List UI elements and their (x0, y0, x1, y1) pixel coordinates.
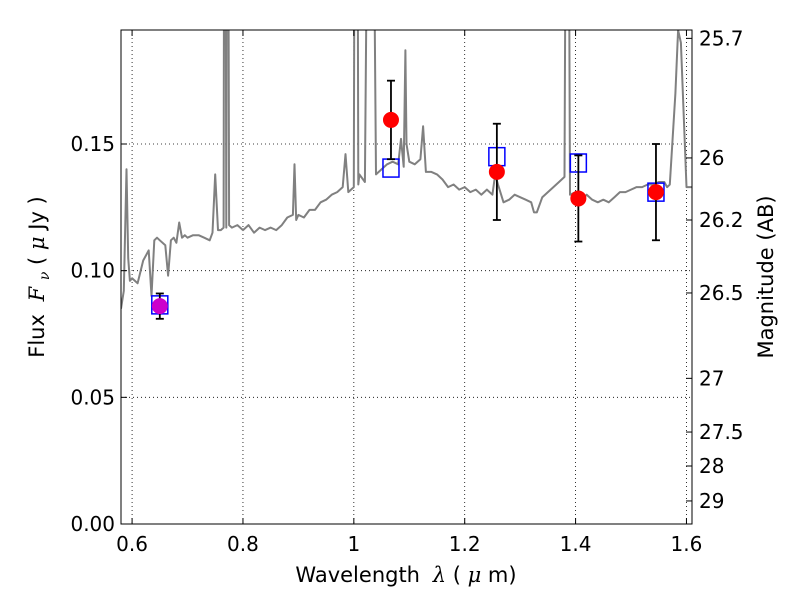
right-tick-label: 26.2 (699, 208, 744, 232)
y-axis-label: Flux F ν ( μ Jy ) (25, 196, 54, 358)
x-axis-label-unit-close: m) (488, 563, 517, 587)
right-tick-label: 27 (699, 366, 724, 390)
y-axis-label-subscript: ν (37, 271, 53, 280)
right-tick-label: 28 (699, 454, 724, 478)
y-axis-label-unit-open: ( (25, 250, 49, 265)
y-axis-label-unit-close: Jy ) (25, 196, 49, 232)
right-tick-label: 29 (699, 489, 724, 513)
y-tick-label: 0.05 (70, 385, 115, 409)
y-axis-label-unit-mu: μ (25, 236, 49, 250)
observed-flux-point (570, 190, 587, 207)
x-tick-label: 1.2 (449, 532, 481, 556)
right-axis-label: Magnitude (AB) (754, 195, 778, 358)
right-tick-label: 25.7 (699, 26, 744, 50)
right-tick-label: 26.5 (699, 281, 744, 305)
x-tick-label: 1.6 (671, 532, 703, 556)
y-tick-label: 0.15 (70, 132, 115, 156)
right-tick-label: 26 (699, 146, 724, 170)
y-axis-label-symbol: F (25, 285, 49, 302)
observed-flux-point (647, 184, 664, 201)
x-tick-label: 0.6 (116, 532, 148, 556)
error-bars (151, 79, 664, 320)
right-tick-label: 27.5 (699, 420, 744, 444)
observed-flux-point (151, 298, 168, 315)
axis-ticks: 0.6 0.8 1 1.2 1.4 1.6 0.00 0.05 0.10 0.15 25.7 26 26… (70, 26, 743, 556)
x-axis-label: Wavelength λ ( μ m) (295, 563, 516, 587)
x-tick-label: 0.8 (227, 532, 259, 556)
x-tick-label: 1 (347, 532, 360, 556)
y-tick-label: 0.10 (70, 259, 115, 283)
x-axis-label-symbol: λ (432, 563, 446, 587)
plot-frame (120, 29, 693, 525)
x-axis-label-unit-mu: μ (468, 563, 482, 587)
x-tick-label: 1.4 (560, 532, 592, 556)
x-axis-label-unit-open: ( (453, 563, 461, 587)
x-axis-label-prefix: Wavelength (295, 563, 420, 587)
observed-flux-point (382, 111, 399, 128)
y-tick-label: 0.00 (70, 512, 115, 536)
y-axis-label-prefix: Flux (25, 314, 49, 358)
observed-flux-point (488, 163, 505, 180)
